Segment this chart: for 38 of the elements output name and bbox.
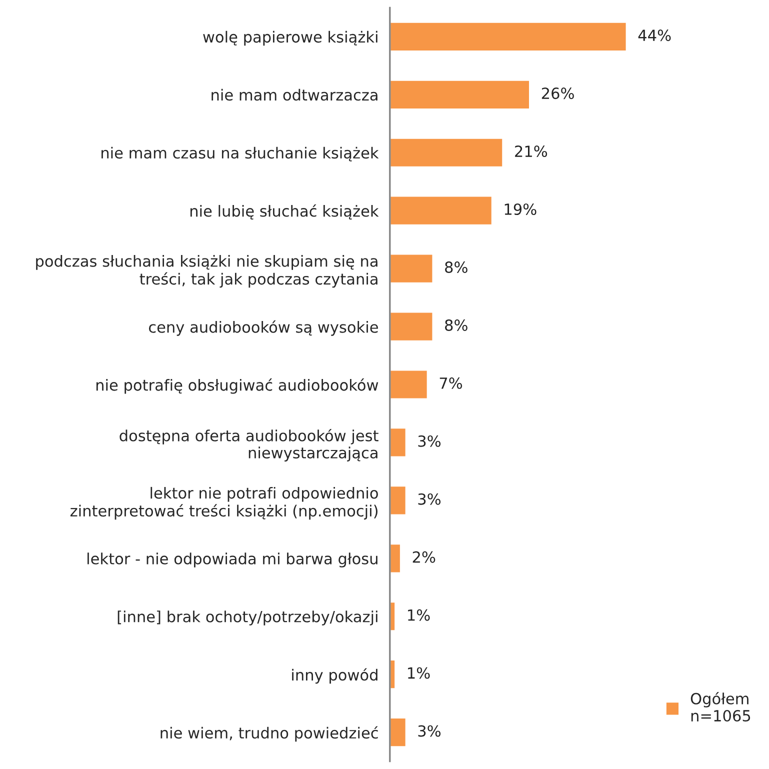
data-label: 44% [638, 30, 671, 42]
data-label: 3% [418, 435, 441, 447]
y-tick-label: ceny audiobooków są wysokie [149, 320, 378, 336]
bar [390, 79, 530, 110]
y-tick-label: wolę papierowe książki [203, 30, 378, 46]
bar [390, 253, 434, 284]
data-label: 3% [418, 725, 441, 737]
data-label: 8% [445, 261, 468, 273]
y-tick-label: nie wiem, trudno powiedzieć [160, 726, 378, 742]
bar [390, 717, 407, 748]
data-label: 3% [418, 493, 441, 505]
y-tick-label: nie potrafię obsługiwać audiobooków [96, 378, 378, 394]
y-tick-label: lektor - nie odpowiada mi barwa głosu [88, 552, 378, 568]
data-label: 26% [542, 88, 574, 100]
data-label: 7% [440, 377, 462, 389]
data-label: 1% [408, 667, 430, 679]
bar [390, 427, 407, 458]
bar [390, 543, 402, 574]
bar [390, 21, 628, 52]
data-label: 8% [445, 319, 468, 331]
y-tick-label: dostępna oferta audiobooków jest niewystarczająca [120, 428, 378, 462]
data-label: 21% [515, 145, 548, 158]
bar [390, 311, 434, 342]
y-tick-label: [inne] brak ochoty/potrzeby/okazji [118, 610, 378, 626]
bar [390, 369, 428, 400]
y-tick-label: podczas słuchania książki nie skupiam się na treści, tak jak podczas czytania [36, 255, 378, 288]
y-tick-label: lektor nie potrafi odpowiednio zinterpretować treści książki (np.emocji) [70, 486, 378, 520]
legend-label: Ogółem n=1065 [690, 692, 750, 722]
data-label: 2% [412, 551, 436, 563]
y-tick-label: nie lubię słuchać książek [190, 204, 379, 220]
y-tick-label: nie mam czasu na słuchanie książek [102, 146, 379, 162]
data-label: 1% [408, 609, 430, 621]
bar [390, 195, 493, 226]
bar [390, 485, 407, 516]
data-label: 19% [504, 203, 536, 216]
y-tick-label: nie mam odtwarzacza [212, 88, 378, 101]
y-tick-label: inny powód [292, 668, 378, 684]
bar [390, 137, 504, 168]
